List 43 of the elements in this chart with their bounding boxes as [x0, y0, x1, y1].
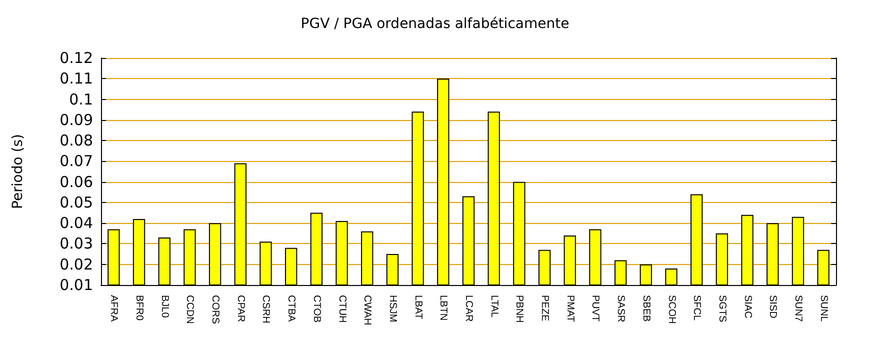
x-tick-label: CPAR — [234, 295, 246, 322]
x-tick-label: HSJM — [386, 295, 398, 322]
x-tick-label: CTUH — [336, 295, 348, 323]
x-tick-label: SUN7 — [792, 295, 804, 322]
y-tick-label: 0.07 — [60, 152, 93, 170]
x-tick-label: SASR — [615, 295, 626, 322]
x-tick-label: SGTS — [716, 295, 728, 323]
y-tick-label: 0.01 — [60, 276, 93, 294]
x-tick-label: LCAR — [463, 295, 474, 322]
x-tick-label: PBNH — [514, 295, 525, 323]
y-tick-label: 0.06 — [60, 172, 93, 191]
x-tick-label: SISD — [767, 295, 778, 318]
x-tick-label: SBEB — [640, 295, 652, 322]
x-tick-label: CWAH — [362, 295, 373, 326]
y-tick-label: 0.1 — [69, 90, 93, 108]
x-tick-label: CCDN — [184, 295, 196, 324]
x-tick-label: AFRA — [108, 295, 120, 322]
x-tick-label: PUVT — [590, 295, 601, 322]
x-tick-label: SUNL — [818, 295, 829, 322]
x-tick-label: CSRH — [260, 295, 272, 324]
x-tick-label: BJL0 — [158, 295, 170, 318]
y-tick-label: 0.04 — [60, 214, 93, 232]
x-tick-label: PMAT — [564, 295, 576, 322]
y-axis-title: Periodo (s) — [10, 134, 26, 209]
x-tick-label: BFR0 — [134, 295, 145, 321]
x-tick-label: SFCL — [691, 295, 702, 321]
x-tick-label: PEZE — [539, 295, 550, 322]
x-tick-label: CORS — [210, 295, 221, 324]
x-tick-label: CTBA — [286, 295, 297, 322]
x-tick-label: LTAL — [488, 295, 500, 318]
x-tick-label: CTOB — [310, 295, 322, 323]
x-tick-label: SIAC — [742, 295, 753, 318]
x-tick-label: SCOH — [666, 295, 677, 324]
y-tick-label: 0.08 — [60, 132, 93, 150]
y-tick-label: 0.12 — [60, 49, 93, 67]
chart-title: PGV / PGA ordenadas alfabéticamente — [300, 16, 570, 32]
x-tick-label: LBTN — [438, 295, 449, 321]
y-tick-label: 0.05 — [60, 193, 93, 212]
y-tick-label: 0.03 — [60, 234, 93, 253]
y-tick-label: 0.09 — [60, 110, 93, 129]
x-tick-label: LBAT — [412, 295, 424, 320]
y-tick-label: 0.11 — [60, 70, 93, 88]
y-tick-label: 0.02 — [60, 255, 93, 274]
